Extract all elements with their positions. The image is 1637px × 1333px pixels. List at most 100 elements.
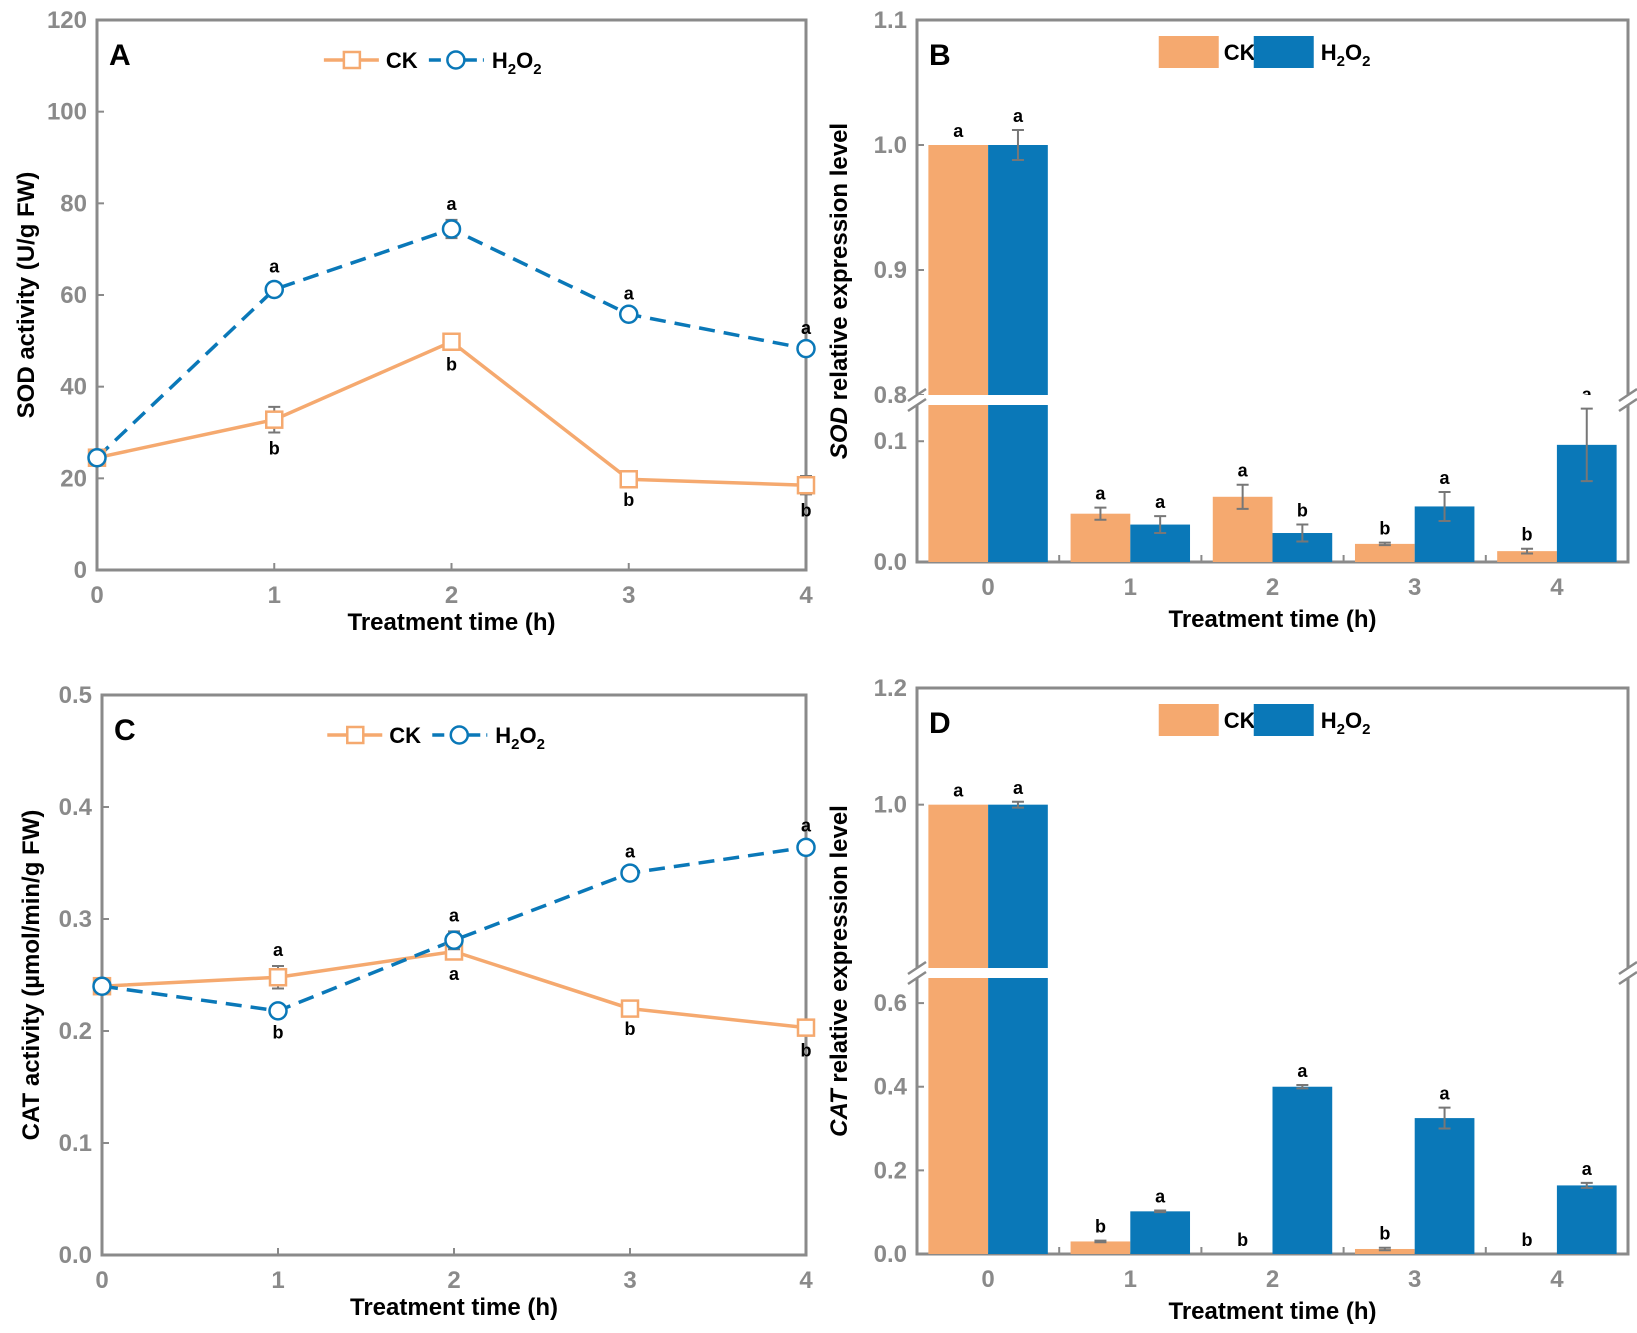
ck-bar: [1070, 513, 1131, 562]
significance-letter: b: [269, 439, 280, 459]
y-tick-label: 0.6: [874, 990, 907, 1017]
axis-break-mark: [1618, 970, 1637, 986]
x-tick-label: 2: [1266, 574, 1279, 601]
h2o2-data-point: [619, 304, 639, 324]
significance-letter: b: [801, 500, 812, 520]
h2o2-error-bar: [1438, 1106, 1451, 1130]
x-tick-label: 4: [1550, 1266, 1564, 1293]
panel-label: B: [929, 39, 951, 72]
ck-error-bar: [1094, 1239, 1107, 1244]
ck-data-point: [796, 1018, 816, 1037]
y-tick-label: 0.5: [59, 682, 92, 709]
legend-ck-label: CK: [1224, 40, 1256, 65]
x-tick-label: 0: [90, 582, 103, 609]
h2o2-error-bar: [1296, 1084, 1309, 1090]
y-tick-label: 60: [60, 282, 87, 309]
significance-letter: a: [449, 964, 460, 984]
x-tick-label: 2: [445, 582, 458, 609]
h2o2-data-point: [796, 837, 816, 858]
legend-ck-label: CK: [386, 48, 418, 73]
y-tick-label: 0: [74, 557, 87, 584]
h2o2-series-line: [101, 845, 807, 1013]
h2o2-bar: [1414, 1118, 1475, 1254]
chart-panel-d: 0.00.20.40.61.01.20a a1ba2ba3ba4baTreatme…: [826, 675, 1637, 1325]
significance-letter: a: [1297, 1061, 1308, 1081]
panel-label: C: [114, 714, 136, 747]
x-tick-label: 4: [1550, 574, 1564, 601]
significance-letter: a: [1582, 385, 1593, 405]
x-axis-title: Treatment time (h): [1168, 1298, 1376, 1325]
h2o2-bar: [1130, 1211, 1191, 1254]
h2o2-error-bar: [1154, 1209, 1167, 1214]
h2o2-data-point: [796, 338, 816, 359]
h2o2-error-bar: [1011, 129, 1024, 161]
legend-h2o2-label: H2O2: [495, 723, 545, 753]
legend-ck-marker: [346, 725, 365, 745]
panel-label: A: [109, 39, 131, 72]
significance-letter: a: [1440, 468, 1451, 488]
x-tick-label: 1: [1124, 1266, 1137, 1293]
y-tick-label: 1.2: [874, 675, 907, 702]
significance-letter: b: [1297, 501, 1308, 521]
significance-letter: a: [1155, 1187, 1166, 1207]
y-tick-label: 0.2: [874, 1157, 907, 1184]
significance-letter: a: [801, 318, 812, 338]
x-tick-label: 0: [95, 1267, 108, 1294]
x-tick-label: 4: [799, 1267, 813, 1294]
legend-ck-marker: [342, 50, 362, 70]
y-tick-label: 0.9: [874, 257, 907, 284]
x-tick-label: 2: [447, 1267, 460, 1294]
ck-error-bar: [1236, 483, 1249, 510]
y-axis-title: CAT activity (µmol/min/g FW): [18, 810, 45, 1141]
significance-letter: a: [1095, 484, 1106, 504]
y-tick-label: 0.0: [874, 1241, 907, 1268]
legend-h2o2-swatch: [1253, 704, 1314, 736]
significance-letter: b: [801, 1040, 812, 1060]
ck-bar: [928, 804, 989, 1254]
ck-series-line: [101, 949, 807, 1030]
y-tick-label: 100: [47, 99, 87, 126]
h2o2-bar: [988, 804, 1048, 1254]
ck-data-point: [268, 967, 288, 987]
ck-error-bar: [1521, 547, 1534, 555]
significance-letter: b: [1522, 525, 1533, 545]
h2o2-bar: [988, 145, 1048, 562]
significance-letter: a: [1013, 106, 1024, 126]
axis-break-mark: [907, 387, 927, 403]
significance-letter: b: [273, 1022, 284, 1042]
legend-h2o2-label: H2O2: [492, 48, 542, 78]
h2o2-data-point: [441, 219, 462, 239]
x-axis-title: Treatment time (h): [1168, 606, 1376, 633]
axis-break-mark: [907, 970, 927, 986]
legend-ck-label: CK: [1224, 708, 1256, 733]
x-tick-label: 3: [1408, 574, 1421, 601]
h2o2-data-point: [87, 447, 107, 468]
ck-data-point: [620, 999, 640, 1018]
y-tick-label: 40: [60, 374, 87, 401]
legend-h2o2-label: H2O2: [1321, 708, 1371, 738]
significance-letter: a: [1013, 778, 1024, 798]
y-tick-label: 1.0: [874, 792, 907, 819]
significance-letter: a: [1155, 492, 1166, 512]
x-tick-label: 4: [799, 582, 813, 609]
y-axis-title: SOD activity (U/g FW): [13, 172, 40, 419]
significance-letter: b: [446, 355, 457, 375]
x-tick-label: 2: [1266, 1266, 1279, 1293]
x-tick-label: 1: [271, 1267, 284, 1294]
ck-bar: [1497, 551, 1557, 562]
panel-label: D: [929, 707, 951, 740]
x-tick-label: 3: [1408, 1266, 1421, 1293]
chart-panel-b: 0.0 0.1 0.8 0.9 1.0 1.1 0 a a 1 a a 2 a b 3 b a 4 b a Treatme…: [826, 7, 1637, 633]
x-tick-label: 3: [623, 1267, 636, 1294]
x-tick-label: 0: [981, 1266, 994, 1293]
x-tick-label: 0: [981, 574, 994, 601]
axis-break-mark: [907, 960, 927, 976]
axis-break-mark: [1618, 387, 1637, 403]
significance-letter: a: [625, 841, 636, 861]
y-tick-label: 0.8: [874, 382, 907, 409]
significance-letter: a: [446, 194, 457, 214]
significance-letter: a: [953, 781, 964, 801]
y-tick-label: 0.1: [874, 428, 907, 455]
ck-error-bar: [1378, 1246, 1391, 1252]
